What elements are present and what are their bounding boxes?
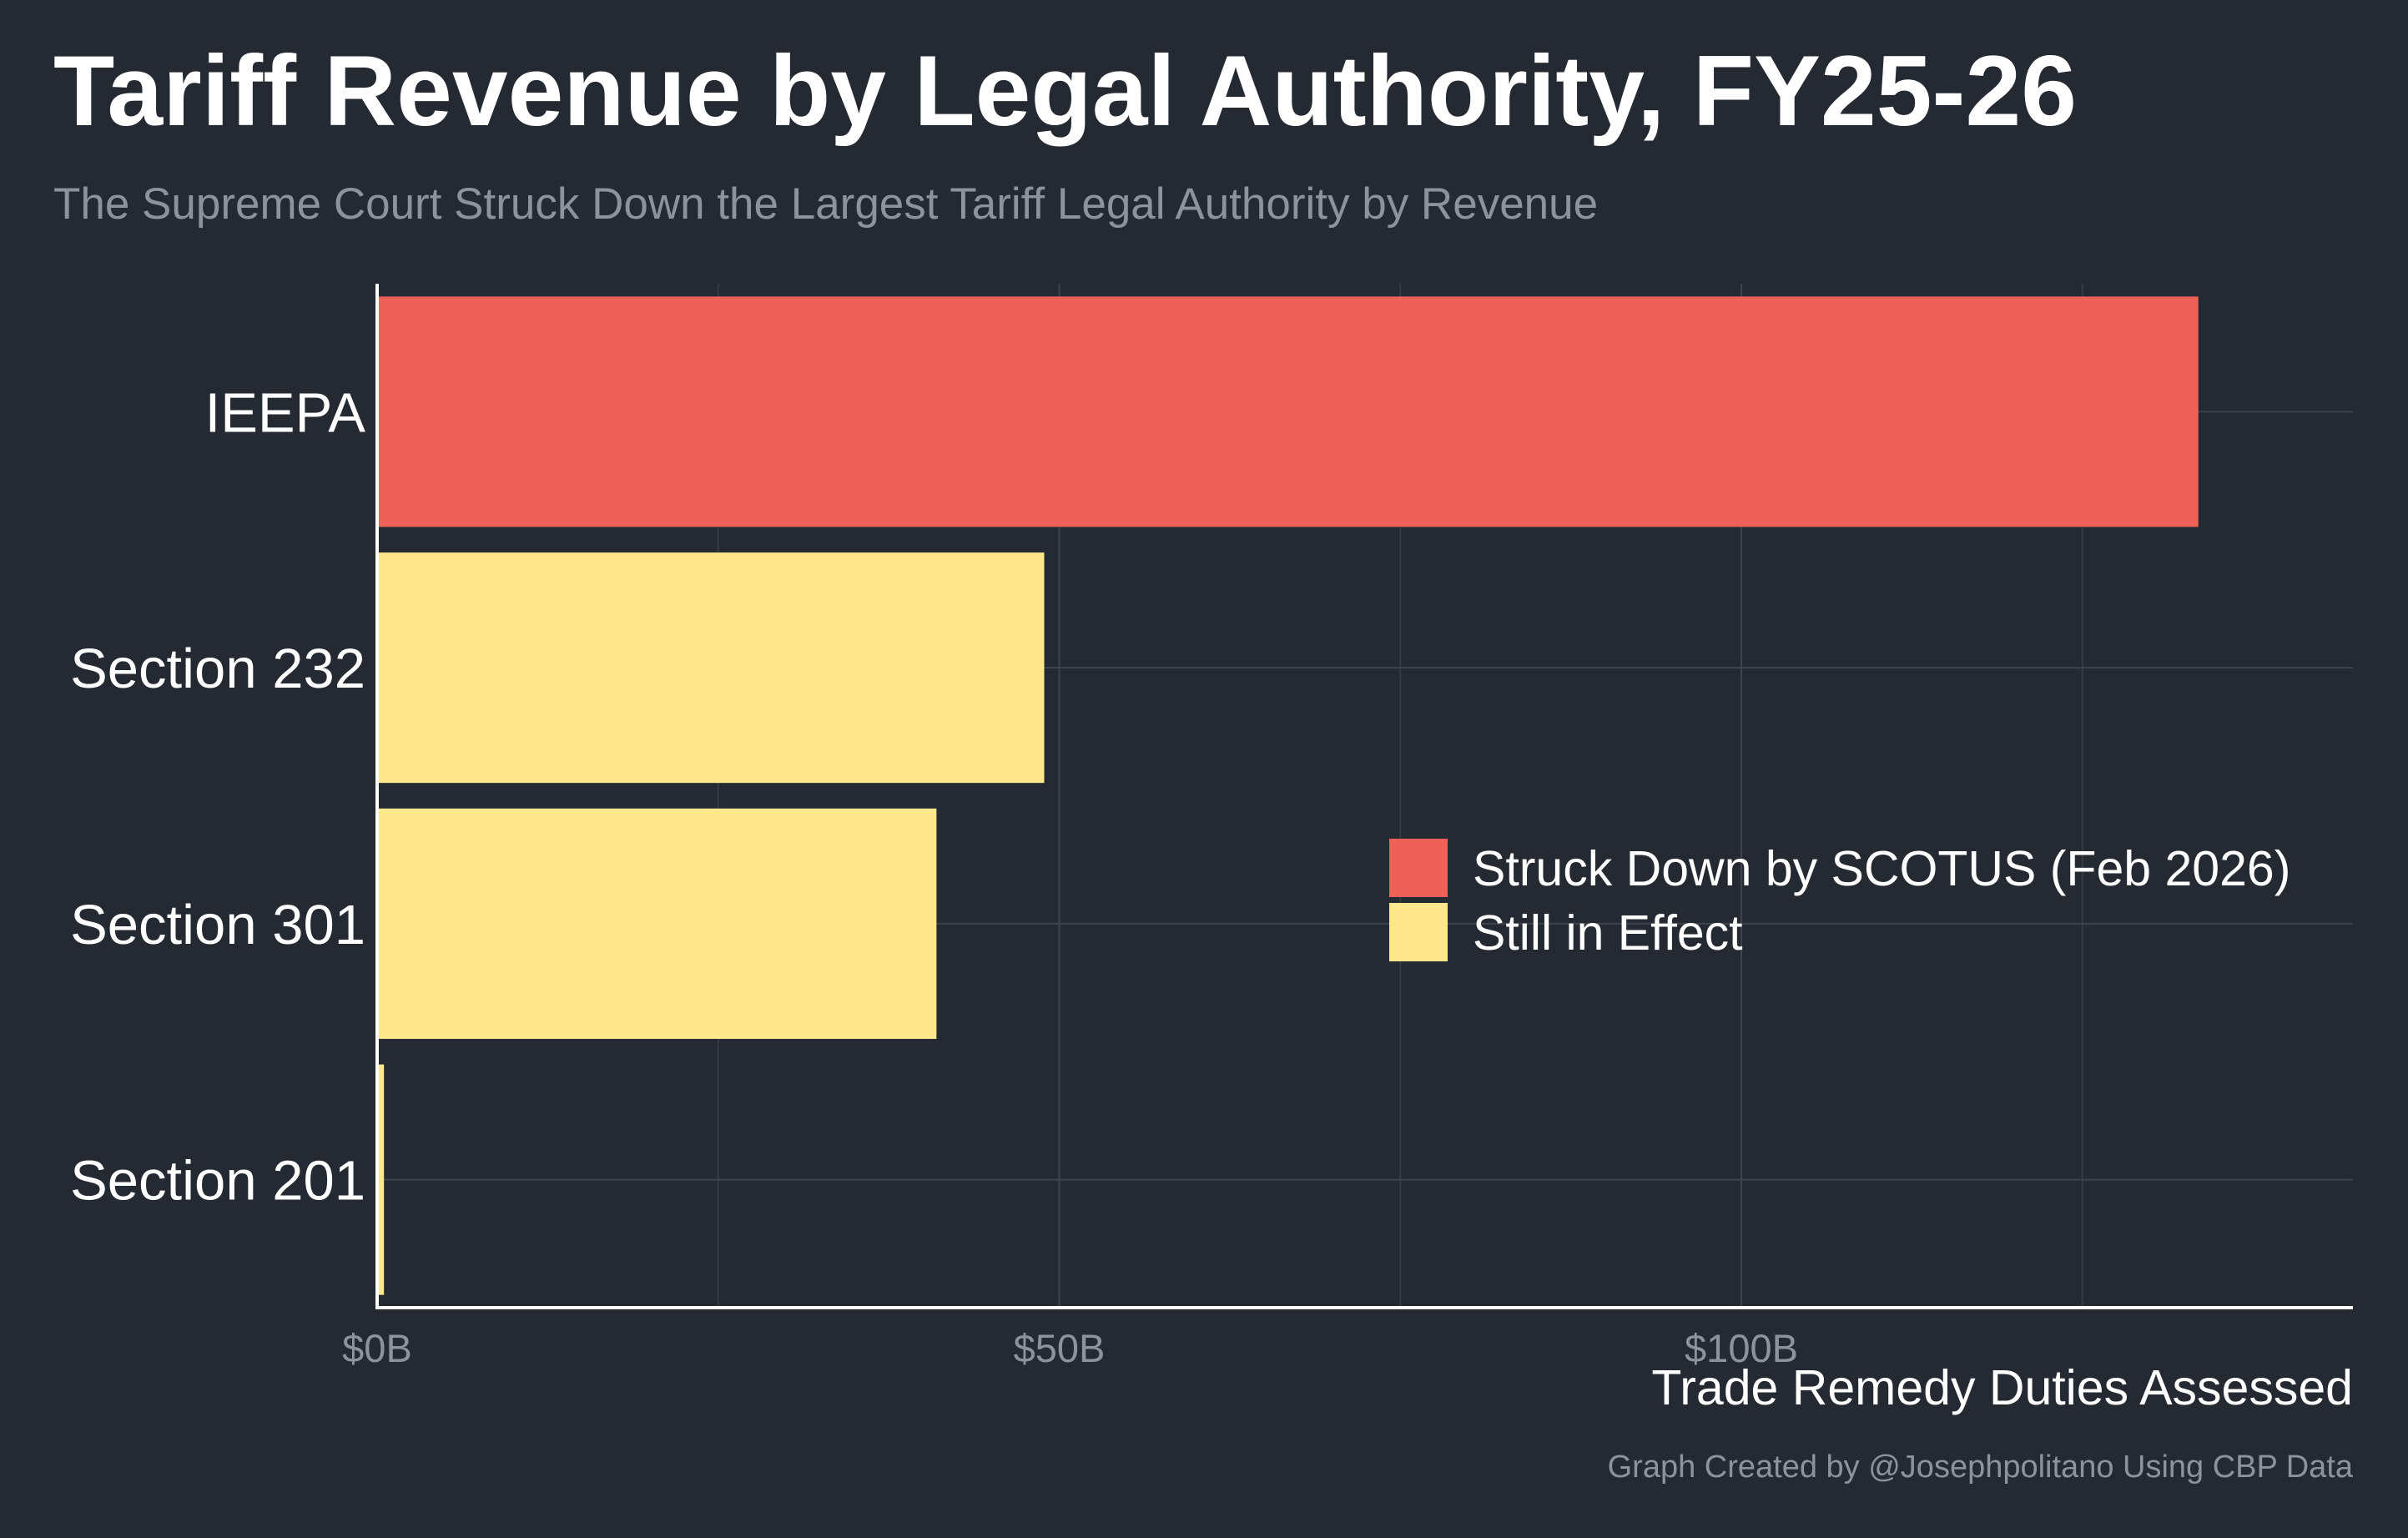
x-axis-title: Trade Remedy Duties Assessed bbox=[1651, 1360, 2353, 1415]
legend-swatch bbox=[1389, 903, 1448, 961]
x-tick-label: $100B bbox=[1685, 1326, 1798, 1370]
category-labels: IEEPA Section 232 Section 301 Section 201 bbox=[70, 381, 365, 1212]
bars bbox=[377, 296, 2199, 1295]
chart-title: Tariff Revenue by Legal Authority, FY25-… bbox=[53, 35, 2077, 147]
bar-ieepa bbox=[377, 296, 2199, 527]
bar-section-232 bbox=[377, 552, 1045, 784]
x-tick-label: $50B bbox=[1014, 1326, 1106, 1370]
bar-section-201 bbox=[377, 1064, 385, 1295]
legend-label: Still in Effect bbox=[1473, 905, 1743, 961]
x-tick-labels: $0B $50B $100B bbox=[342, 1326, 1798, 1370]
chart-subtitle: The Supreme Court Struck Down the Larges… bbox=[53, 179, 1598, 229]
category-label: Section 201 bbox=[70, 1150, 365, 1213]
chart-caption: Graph Created by @Josephpolitano Using C… bbox=[1608, 1450, 2354, 1485]
x-tick-label: $0B bbox=[342, 1326, 412, 1370]
bar-section-301 bbox=[377, 808, 937, 1039]
legend-swatch bbox=[1389, 839, 1448, 897]
legend-label: Struck Down by SCOTUS (Feb 2026) bbox=[1473, 841, 2290, 896]
legend: Struck Down by SCOTUS (Feb 2026) Still in… bbox=[1389, 839, 2290, 961]
category-label: IEEPA bbox=[205, 381, 366, 444]
category-label: Section 232 bbox=[70, 638, 365, 700]
category-label: Section 301 bbox=[70, 894, 365, 956]
axes bbox=[375, 284, 2353, 1309]
